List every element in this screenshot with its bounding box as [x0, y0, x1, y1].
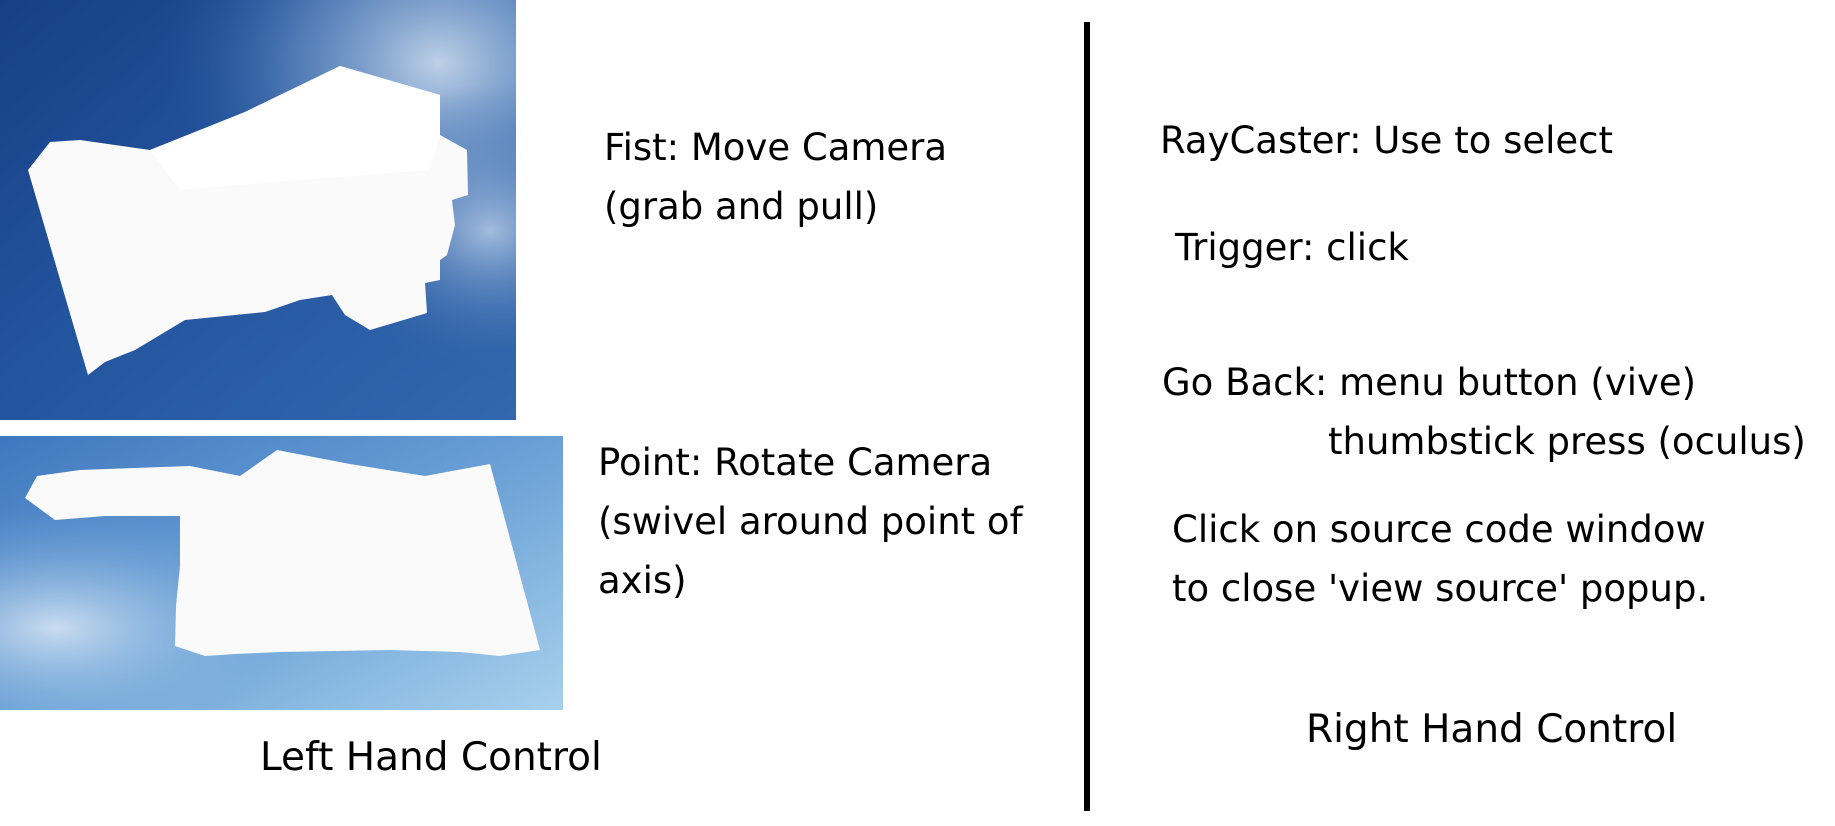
fist-hand-icon — [0, 0, 516, 420]
source-code-line-2: to close 'view source' popup. — [1172, 567, 1709, 610]
fist-hand-image — [0, 0, 516, 420]
point-caption-line-1: Point: Rotate Camera — [598, 441, 993, 484]
go-back-line-1: Go Back: menu button (vive) — [1162, 361, 1697, 404]
source-code-caption: Click on source code window to close 'vi… — [1172, 500, 1708, 618]
center-divider — [1084, 22, 1090, 811]
pointing-hand-image — [0, 436, 563, 710]
point-caption-line-2: (swivel around point of — [598, 500, 1023, 543]
source-code-line-1: Click on source code window — [1172, 508, 1706, 551]
fist-caption: Fist: Move Camera (grab and pull) — [604, 118, 947, 236]
raycaster-caption: RayCaster: Use to select — [1160, 119, 1614, 162]
fist-caption-line-2: (grab and pull) — [604, 185, 879, 228]
fist-caption-line-1: Fist: Move Camera — [604, 126, 948, 169]
pointing-hand-icon — [0, 436, 563, 710]
point-caption: Point: Rotate Camera (swivel around poin… — [598, 433, 1023, 610]
trigger-caption: Trigger: click — [1175, 226, 1409, 269]
point-caption-line-3: axis) — [598, 559, 687, 602]
right-hand-control-label: Right Hand Control — [1306, 707, 1678, 752]
go-back-line-2: thumbstick press (oculus) — [1328, 420, 1806, 463]
left-hand-control-label: Left Hand Control — [260, 735, 602, 780]
go-back-caption: Go Back: menu button (vive) thumbstick p… — [1162, 353, 1806, 471]
